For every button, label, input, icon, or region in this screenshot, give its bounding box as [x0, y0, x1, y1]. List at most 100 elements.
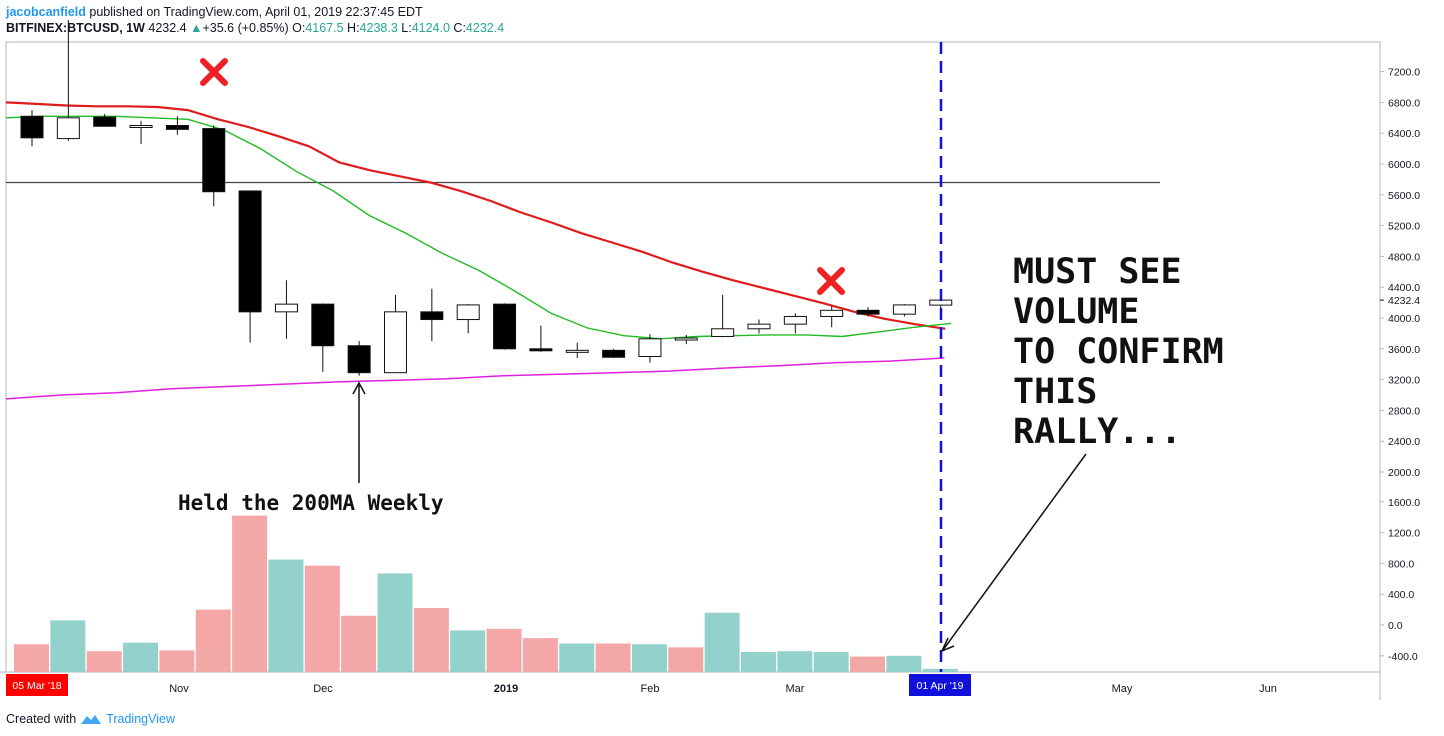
price-change: +35.6 (+0.85%): [202, 21, 289, 35]
volume-bar: [413, 608, 449, 672]
price-tick-label: 7200.0: [1388, 67, 1420, 79]
volume-annotation-line: RALLY...: [1013, 412, 1182, 452]
candle-body: [238, 190, 262, 313]
candle-body: [384, 311, 407, 374]
current-price-label: 4232.4: [1388, 295, 1420, 307]
up-arrow-icon: ▲: [190, 21, 203, 35]
volume-bar: [486, 628, 522, 672]
volume-bar: [595, 643, 631, 672]
candle-body: [56, 117, 80, 140]
last-price: 4232.4: [148, 21, 187, 35]
time-tick-label: Jun: [1259, 683, 1277, 695]
candle-body: [274, 303, 298, 313]
price-tick-label: 5200.0: [1388, 221, 1420, 233]
volume-annotation-line: THIS: [1013, 372, 1097, 412]
end-date-flag-bg: [909, 674, 971, 696]
volume-bar: [341, 615, 377, 672]
volume-bar: [886, 655, 922, 672]
volume-arrow-line: [942, 453, 1087, 651]
price-tick-label: 4000.0: [1388, 313, 1420, 325]
candle-body: [820, 309, 844, 317]
volume-bar: [195, 609, 231, 672]
volume-bar: [631, 644, 667, 672]
candle-body: [20, 115, 44, 139]
start-date-flag-label: 05 Mar '18: [12, 680, 61, 692]
volume-bar: [704, 612, 740, 672]
time-tick-label: Dec: [313, 683, 333, 695]
price-tick-label: 0.0: [1388, 620, 1403, 632]
price-tick-label: -400.0: [1388, 651, 1418, 663]
volume-bar: [159, 650, 195, 672]
candle-body: [565, 349, 589, 353]
start-date-flag: 05 Mar '18: [6, 674, 68, 696]
price-tick-label: 6400.0: [1388, 128, 1420, 140]
low-value: 4124.0: [411, 21, 450, 35]
volume-bar: [86, 651, 122, 672]
time-tick-label: 2019: [494, 683, 518, 695]
tradingview-brand[interactable]: TradingView: [106, 712, 175, 726]
price-tick-label: 4400.0: [1388, 282, 1420, 294]
chart-header: jacobcanfield published on TradingView.c…: [6, 4, 1386, 36]
low-label: L:: [401, 21, 412, 35]
price-tick-label: 6800.0: [1388, 97, 1420, 109]
time-tick-label: May: [1112, 683, 1133, 695]
volume-bar: [522, 638, 558, 672]
candle-body: [420, 311, 444, 321]
time-tick-label: Feb: [641, 683, 660, 695]
time-tick-label: Mar: [786, 683, 805, 695]
price-tick-label: 400.0: [1388, 589, 1414, 601]
price-tick-label: 3600.0: [1388, 344, 1420, 356]
volume-arrow-head: [940, 637, 955, 653]
volume-annotation-line: VOLUME: [1013, 292, 1139, 332]
start-date-flag-bg: [6, 674, 68, 696]
volume-bar: [777, 651, 813, 672]
x-stroke: [817, 267, 845, 295]
volume-annotation-line: TO CONFIRM: [1013, 332, 1224, 372]
author-link[interactable]: jacobcanfield: [6, 5, 86, 19]
candle-body: [165, 125, 189, 130]
held-annotation-text: Held the 200MA Weekly: [178, 491, 444, 515]
candle-body: [711, 328, 735, 337]
red-x-mark-icon: [817, 267, 845, 295]
volume-bar: [377, 573, 413, 672]
publish-info: published on TradingView.com, April 01, …: [85, 5, 423, 19]
end-date-flag-label: 01 Apr '19: [917, 680, 964, 692]
price-tick-label: 2000.0: [1388, 467, 1420, 479]
tradingview-logo-icon: [81, 715, 102, 724]
close-label: C:: [453, 21, 466, 35]
x-stroke: [200, 58, 228, 86]
volume-bar: [123, 642, 159, 672]
volume-bar: [268, 559, 304, 672]
volume-bar: [668, 647, 704, 672]
created-with-text: Created with: [6, 712, 77, 726]
candle-body: [783, 315, 807, 325]
candle-body: [856, 309, 880, 315]
volume-bar: [741, 651, 776, 672]
open-value: 4167.5: [305, 21, 344, 35]
price-tick-label: 6000.0: [1388, 159, 1420, 171]
candle-body: [311, 303, 335, 347]
price-tick-label: 5600.0: [1388, 190, 1420, 202]
held-arrow-head: [352, 381, 366, 395]
candle-body: [892, 304, 916, 315]
volume-annotation-line: MUST SEE: [1013, 252, 1182, 292]
candle-body: [93, 116, 117, 127]
volume-bar: [813, 651, 849, 672]
publish-line: jacobcanfield published on TradingView.c…: [6, 4, 1386, 20]
price-tick-label: 2800.0: [1388, 405, 1420, 417]
volume-bar: [304, 565, 340, 672]
price-tick-label: 4800.0: [1388, 251, 1420, 263]
candle-body: [602, 349, 626, 358]
candle-body: [202, 128, 226, 193]
price-tick-label: 2400.0: [1388, 436, 1420, 448]
candle-body: [456, 304, 480, 321]
volume-bar: [14, 644, 49, 672]
ma-fast-line: [5, 101, 946, 330]
open-label: O:: [292, 21, 306, 35]
high-label: H:: [347, 21, 360, 35]
symbol-label: BITFINEX:BTCUSD, 1W: [6, 21, 145, 35]
price-chart[interactable]: 7200.0 6800.0 6400.0 6000.0 5600.0 5200.0 4800…: [0, 0, 1444, 706]
end-date-flag: 01 Apr '19: [909, 674, 971, 696]
ma-slow-line: [5, 115, 952, 340]
candle-body: [747, 323, 771, 330]
